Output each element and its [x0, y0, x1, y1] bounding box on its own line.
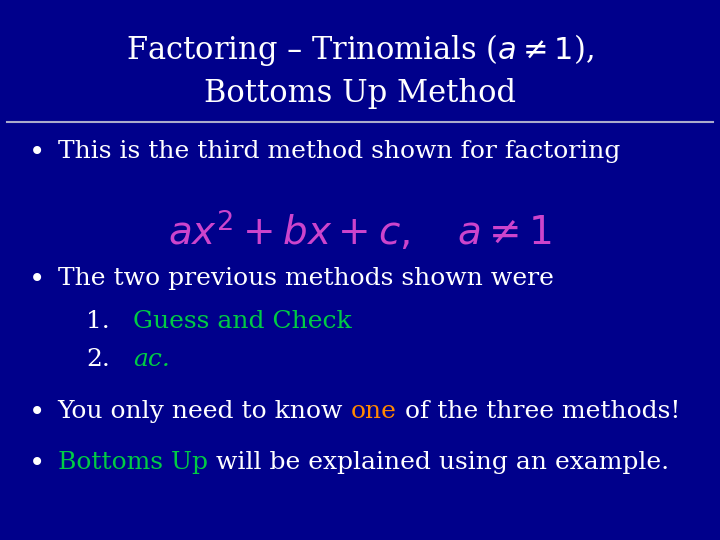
Text: Guess and Check: Guess and Check [133, 310, 352, 334]
Text: •: • [29, 451, 45, 478]
Text: •: • [29, 140, 45, 167]
Text: of the three methods!: of the three methods! [397, 400, 680, 423]
Text: •: • [29, 400, 45, 427]
Text: 2.: 2. [86, 348, 110, 372]
Text: Bottoms Up Method: Bottoms Up Method [204, 78, 516, 109]
Text: You only need to know: You only need to know [58, 400, 351, 423]
Text: Bottoms Up: Bottoms Up [58, 451, 207, 474]
Text: ac.: ac. [133, 348, 170, 372]
Text: will be explained using an example.: will be explained using an example. [207, 451, 669, 474]
Text: The two previous methods shown were: The two previous methods shown were [58, 267, 554, 291]
Text: $ax^2 + bx + c, \quad a \neq 1$: $ax^2 + bx + c, \quad a \neq 1$ [168, 208, 552, 253]
Text: •: • [29, 267, 45, 294]
Text: Factoring – Trinomials ($a \neq 1$),: Factoring – Trinomials ($a \neq 1$), [126, 32, 594, 69]
Text: This is the third method shown for factoring: This is the third method shown for facto… [58, 140, 620, 164]
Text: 1.: 1. [86, 310, 110, 334]
Text: one: one [351, 400, 397, 423]
